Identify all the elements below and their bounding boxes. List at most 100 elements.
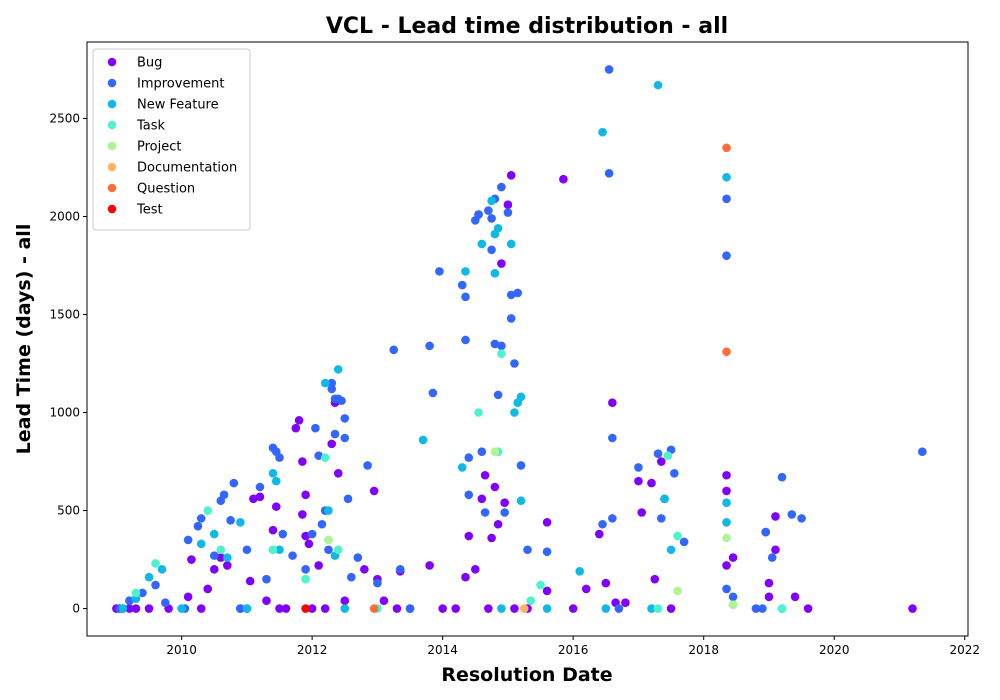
point-improvement [395,565,405,574]
legend-marker-new-feature [107,99,117,109]
point-new-feature [275,545,284,555]
point-improvement [373,578,382,588]
legend-label-project: Project [137,140,181,155]
legend-label-task: Task [136,119,166,134]
point-improvement [490,339,500,349]
point-improvement [722,584,731,594]
point-bug [559,174,568,184]
point-new-feature [333,365,343,374]
legend-marker-test [107,204,117,214]
point-improvement [255,482,265,492]
y-tick-label: 2500 [49,111,80,125]
legend-label-improvement: Improvement [137,77,224,92]
point-improvement [327,384,337,394]
point-improvement [493,390,503,400]
data-points [112,65,927,613]
point-bug [470,565,480,574]
point-new-feature [601,604,611,613]
point-improvement [487,245,496,255]
point-bug [510,604,519,613]
point-improvement [728,592,738,602]
point-new-feature [118,604,128,613]
point-improvement [301,565,310,574]
point-bug [223,561,232,570]
legend: Bug Improvement New Feature Task Project Docu… [92,48,251,231]
point-new-feature [418,435,428,445]
point-improvement [751,604,761,613]
point-bug [647,478,656,488]
point-improvement [797,514,806,523]
point-improvement [425,341,434,351]
point-improvement [435,267,444,276]
point-bug [493,519,503,529]
point-bug [656,457,666,466]
point-improvement [337,396,346,406]
point-new-feature [144,572,154,582]
point-project [722,533,731,543]
point-bug [621,598,630,607]
point-improvement [363,461,372,470]
point-bug [722,486,731,496]
point-bug [425,561,434,570]
point-bug [262,596,271,606]
point-bug [216,553,226,562]
point-improvement [340,414,350,423]
point-improvement [510,359,519,368]
point-bug [275,604,284,613]
point-test [301,604,310,613]
point-improvement [183,535,193,545]
point-improvement [761,527,770,537]
point-bug [209,565,219,574]
point-new-feature [157,565,167,574]
point-improvement [480,508,490,517]
point-improvement [477,447,487,457]
point-task [536,580,545,590]
point-improvement [125,596,134,606]
point-new-feature [575,567,585,576]
plot-frame [86,41,969,637]
point-bug [249,494,258,504]
point-improvement [474,210,483,219]
point-project [728,600,738,609]
point-improvement [151,580,160,590]
legend-label-test: Test [136,203,163,218]
point-question [722,143,731,153]
point-improvement [193,521,203,531]
point-improvement [311,423,320,433]
point-improvement [487,214,496,223]
point-bug [255,492,265,502]
point-improvement [918,447,927,457]
x-tick-label: 2010 [166,643,197,657]
point-new-feature [542,604,552,613]
point-improvement [330,429,340,439]
point-bug [637,508,647,517]
y-tick-label: 2000 [49,209,80,223]
y-axis-label: Lead Time (days) - all [13,224,35,455]
point-improvement [340,433,350,443]
point-bug [144,604,154,613]
y-tick-label: 1000 [49,406,80,420]
legend-label-bug: Bug [137,56,162,71]
point-improvement [324,545,333,555]
point-bug [333,468,343,478]
point-improvement [653,449,663,458]
point-task [301,574,310,584]
point-improvement [767,553,777,562]
point-bug [477,494,487,504]
point-bug [245,576,255,586]
point-improvement [288,551,297,560]
point-task [497,349,506,359]
point-improvement [428,388,438,398]
point-bug [503,200,513,210]
legend-marker-task [107,120,117,130]
point-improvement [500,508,509,517]
point-bug [327,439,337,449]
point-bug [301,531,310,541]
point-task [526,596,536,606]
point-bug [196,604,206,613]
point-bug [568,604,578,613]
point-bug [581,584,591,594]
legend-label-new-feature: New Feature [137,98,219,113]
point-bug [490,482,500,492]
point-bug [497,259,506,268]
